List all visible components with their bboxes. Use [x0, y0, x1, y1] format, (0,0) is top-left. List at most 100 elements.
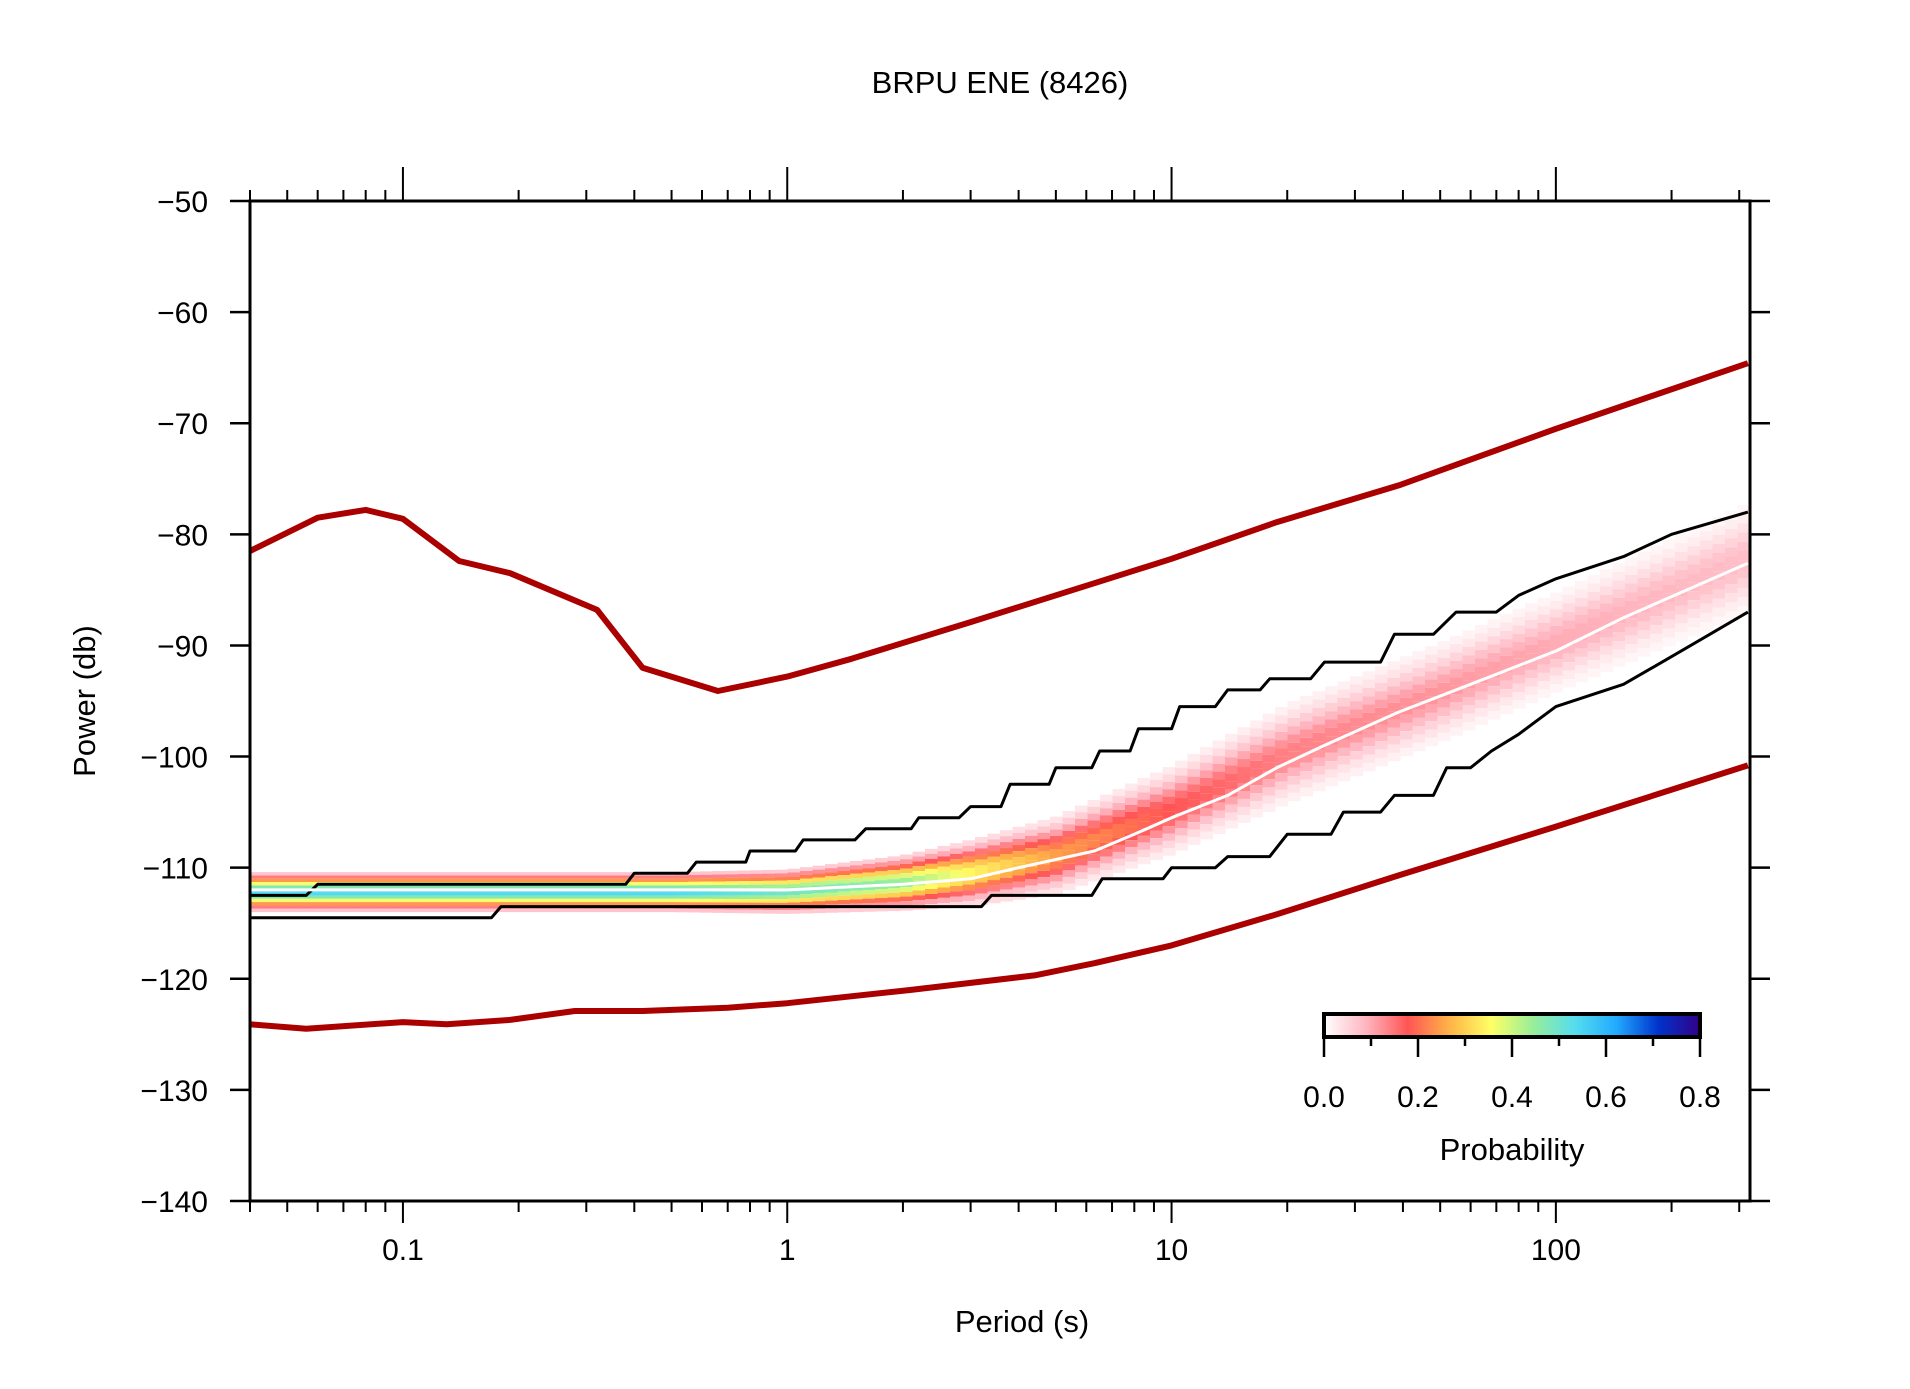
pdf-cell	[1187, 784, 1201, 792]
pdf-cell	[1425, 654, 1439, 663]
pdf-cell	[1287, 784, 1301, 793]
pdf-cell	[1237, 735, 1251, 744]
pdf-cell	[512, 898, 526, 903]
pdf-cell	[1737, 578, 1750, 588]
pdf-cell	[1287, 742, 1301, 752]
pdf-cell	[1575, 614, 1589, 624]
pdf-cell	[1737, 569, 1750, 579]
pdf-cell	[750, 902, 764, 907]
pdf-cell	[650, 875, 664, 879]
pdf-cell	[1300, 746, 1314, 755]
pdf-cell	[850, 899, 864, 904]
pdf-cell	[325, 885, 339, 889]
pdf-cell	[1500, 697, 1514, 706]
pdf-cell	[812, 877, 826, 882]
pdf-cell	[262, 892, 276, 896]
pdf-cell	[612, 872, 626, 876]
pdf-cell	[962, 867, 976, 874]
pdf-cell	[1487, 661, 1501, 670]
pdf-cell	[612, 902, 626, 906]
pdf-cell	[1275, 748, 1289, 757]
pdf-cell	[1462, 638, 1476, 647]
pdf-cell	[1425, 646, 1439, 655]
pdf-cell	[1025, 829, 1039, 836]
pdf-cell	[1462, 630, 1476, 639]
pdf-cell	[1087, 800, 1101, 807]
pdf-cell	[737, 881, 751, 885]
pdf-cell	[512, 875, 526, 879]
pdf-cell	[950, 869, 964, 876]
pdf-cell	[1625, 635, 1639, 645]
pdf-cell	[1387, 661, 1401, 670]
pdf-cell	[1287, 709, 1301, 718]
pdf-cell	[1162, 767, 1176, 775]
pdf-cell	[687, 902, 701, 906]
pdf-cell	[600, 875, 614, 879]
series-line-upper-percentile	[250, 510, 1749, 897]
pdf-cell	[487, 875, 501, 879]
pdf-cell	[375, 872, 389, 876]
pdf-cell	[337, 908, 351, 913]
pdf-cell	[1300, 771, 1314, 780]
pdf-cell	[762, 869, 776, 874]
pdf-cell	[537, 908, 551, 913]
y-tick-label: −140	[140, 1186, 208, 1219]
pdf-cell	[1175, 775, 1189, 784]
pdf-cell	[262, 898, 276, 903]
pdf-cell	[325, 908, 339, 913]
pdf-cell	[550, 902, 564, 906]
pdf-cell	[362, 908, 376, 913]
pdf-cell	[837, 875, 851, 880]
pdf-cell	[375, 878, 389, 883]
pdf-cell	[1512, 692, 1526, 701]
pdf-cell	[1450, 702, 1464, 711]
pdf-cell	[1225, 749, 1239, 758]
pdf-cell	[325, 875, 339, 879]
pdf-cell	[750, 899, 764, 903]
pdf-cell	[1562, 620, 1576, 629]
pdf-cell	[412, 902, 426, 906]
y-tick-label: −110	[143, 853, 208, 886]
pdf-cell	[1362, 704, 1376, 713]
pdf-cell	[850, 907, 864, 913]
pdf-cell	[350, 902, 364, 906]
pdf-cell	[1650, 563, 1664, 573]
pdf-cell	[1675, 560, 1689, 570]
pdf-cell	[762, 902, 776, 907]
pdf-cell	[1025, 873, 1039, 880]
pdf-cell	[1112, 796, 1126, 804]
pdf-cell	[1562, 603, 1576, 612]
pdf-cell	[887, 888, 901, 893]
pdf-cell	[737, 909, 751, 914]
pdf-cell	[412, 898, 426, 903]
pdf-cell	[1625, 557, 1639, 567]
pdf-cell	[1362, 712, 1376, 722]
pdf-cell	[962, 895, 976, 902]
pdf-cell	[1587, 600, 1601, 610]
pdf-cell	[537, 875, 551, 879]
pdf-cell	[1662, 566, 1676, 576]
pdf-cell	[612, 898, 626, 903]
pdf-cell	[1162, 781, 1176, 790]
pdf-cell	[562, 892, 576, 896]
pdf-cell	[750, 884, 764, 889]
series-line-high-noise-model	[250, 360, 1749, 694]
pdf-cell	[1675, 578, 1689, 588]
pdf-cell	[1712, 534, 1726, 544]
pdf-cell	[1025, 885, 1039, 892]
pdf-cell	[1162, 833, 1176, 841]
pdf-cell	[1500, 664, 1514, 673]
pdf-cell	[1262, 754, 1276, 763]
pdf-cell	[325, 895, 339, 899]
pdf-cell	[1662, 575, 1676, 585]
pdf-cell	[1162, 796, 1176, 804]
pdf-cell	[1337, 764, 1351, 773]
pdf-cell	[1437, 707, 1451, 717]
pdf-cell	[450, 885, 464, 889]
pdf-cell	[1687, 555, 1701, 565]
pdf-cell	[762, 880, 776, 885]
pdf-cell	[975, 859, 989, 866]
pdf-cell	[1012, 832, 1026, 839]
pdf-cell	[600, 872, 614, 876]
pdf-cell	[1362, 729, 1376, 738]
